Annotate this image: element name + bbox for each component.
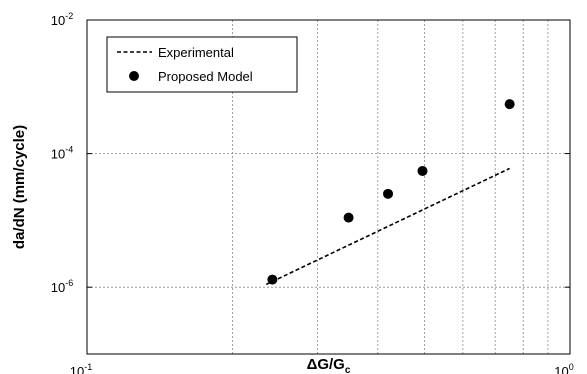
- legend-box: [106, 36, 298, 93]
- y-tick-label: 10-6: [51, 278, 73, 295]
- data-point: [504, 99, 515, 110]
- x-axis-label: ΔG/Gc: [307, 356, 351, 374]
- x-axis-label-main: ΔG/G: [307, 356, 345, 373]
- y-axis-label: da/dN (mm/cycle): [11, 125, 28, 249]
- y-tick-label: 10-4: [51, 145, 73, 162]
- legend-entry-experimental: Experimental: [158, 45, 234, 60]
- plot-frame: [86, 19, 571, 355]
- data-point: [383, 188, 394, 199]
- legend-marker-swatch: [129, 71, 139, 81]
- data-point: [267, 274, 278, 285]
- experimental-line: [265, 167, 510, 286]
- x-tick-label: 10-1: [70, 362, 92, 374]
- axis-ticks: 10-1 100 10-6 10-4 10-2: [51, 11, 574, 374]
- legend-entry-proposed-model: Proposed Model: [158, 69, 253, 84]
- y-tick-label: 10-2: [51, 11, 73, 28]
- series-layer: [265, 99, 515, 286]
- data-point: [343, 212, 354, 223]
- grid-lines: [87, 20, 570, 354]
- data-point: [417, 165, 428, 176]
- x-tick-label: 100: [554, 362, 573, 374]
- legend: Experimental Proposed Model: [106, 36, 298, 93]
- x-axis-label-subscript: c: [345, 365, 351, 374]
